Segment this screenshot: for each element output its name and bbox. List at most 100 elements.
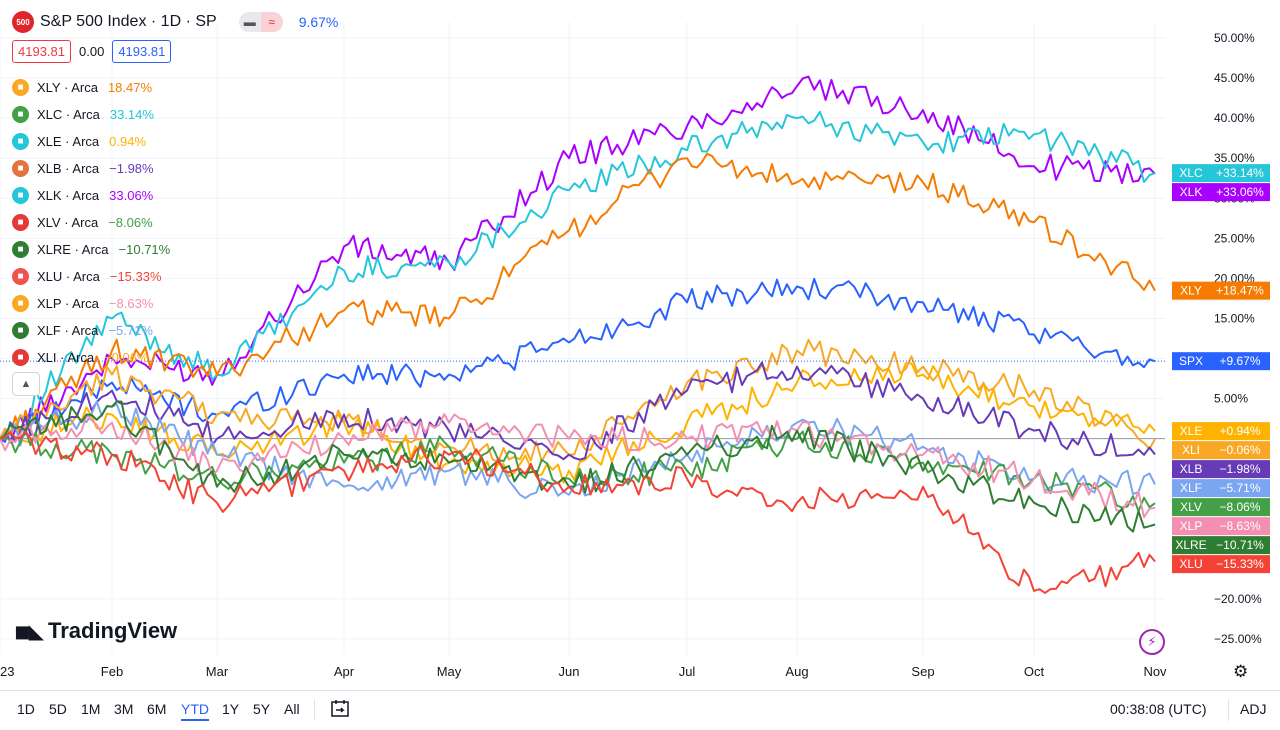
legend-value: 18.47%	[107, 80, 153, 95]
price-tag-symbol: XLC	[1179, 166, 1203, 180]
range-button-1m[interactable]: 1M	[81, 701, 101, 717]
x-tick-label: Nov	[1143, 664, 1167, 679]
tradingview-mark-icon: ◼◣	[14, 620, 44, 643]
x-tick-label: Feb	[101, 664, 123, 679]
approx-icon[interactable]: ≈	[260, 12, 283, 32]
legend-item-xlf[interactable]: ■ XLF · Arca −5.71%	[12, 317, 170, 344]
price-tag-value: +33.14%	[1216, 166, 1264, 180]
series-line-xly[interactable]	[0, 152, 1156, 440]
sell-price[interactable]: 4193.81	[12, 40, 71, 63]
legend-item-xlu[interactable]: ■ XLU · Arca −15.33%	[12, 263, 170, 290]
x-tick-label: Sep	[911, 664, 934, 679]
xle-logo-icon: ■	[12, 133, 29, 150]
legend-item-xlb[interactable]: ■ XLB · Arca −1.98%	[12, 155, 170, 182]
legend-value: 33.06%	[109, 188, 154, 203]
price-tag-symbol: XLB	[1180, 462, 1203, 476]
price-tag-value: −10.71%	[1216, 538, 1264, 552]
range-button-6m[interactable]: 6M	[147, 701, 167, 717]
lightning-icon[interactable]: ⚡	[1139, 629, 1165, 655]
series-line-xlk[interactable]	[0, 75, 1156, 444]
range-button-all[interactable]: All	[284, 701, 300, 717]
legend-symbol: XLU · Arca	[37, 269, 100, 284]
calendar-range-icon[interactable]	[330, 698, 350, 718]
legend-item-xlc[interactable]: ■ XLC · Arca 33.14%	[12, 101, 170, 128]
x-tick-label: Jul	[679, 664, 696, 679]
legend-item-xly[interactable]: ■ XLY · Arca 18.47%	[12, 74, 170, 101]
xlp-logo-icon: ■	[12, 295, 29, 312]
legend-symbol: XLRE · Arca	[37, 242, 109, 257]
price-tag-xlv: XLV −8.06%	[1172, 498, 1270, 517]
price-tag-symbol: XLE	[1180, 424, 1203, 438]
series-line-xlp[interactable]	[0, 413, 1156, 519]
series-line-xlc[interactable]	[0, 110, 1156, 440]
legend-item-xlre[interactable]: ■ XLRE · Arca −10.71%	[12, 236, 170, 263]
range-button-1y[interactable]: 1Y	[222, 701, 240, 717]
symbol-change: 9.67%	[298, 14, 339, 30]
price-tag-xlf: XLF −5.71%	[1172, 479, 1270, 498]
xlk-logo-icon: ■	[12, 187, 29, 204]
legend-symbol: XLY · Arca	[37, 80, 98, 95]
series-line-spx[interactable]	[0, 277, 1156, 443]
spread-value: 0.00	[79, 44, 105, 59]
bottom-toolbar: 1D 5D 1M 3M 6M YTD 1Y 5Y All 00:38:08 (UTC) ADJ	[0, 690, 1280, 730]
legend-symbol: XLP · Arca	[37, 296, 99, 311]
y-tick-label: 35.00%	[1214, 151, 1255, 165]
price-tag-xlb: XLB −1.98%	[1172, 460, 1270, 479]
price-tag-symbol: XLY	[1180, 284, 1202, 298]
price-tag-symbol: XLF	[1180, 481, 1202, 495]
x-tick-label: Apr	[334, 664, 355, 679]
range-button-5d[interactable]: 5D	[49, 701, 67, 717]
tradingview-logo[interactable]: ◼◣ TradingView	[14, 618, 177, 644]
xlb-logo-icon: ■	[12, 160, 29, 177]
series-line-xlf[interactable]	[0, 400, 1156, 500]
price-tag-xlre: XLRE −10.71%	[1172, 536, 1270, 555]
collapse-legend-button[interactable]: ▲	[12, 372, 40, 396]
legend-symbol: XLC · Arca	[37, 107, 100, 122]
series-line-xlu[interactable]	[0, 430, 1156, 594]
utc-clock[interactable]: 00:38:08 (UTC)	[1110, 701, 1207, 717]
y-tick-label: −25.00%	[1214, 632, 1262, 646]
range-button-1d[interactable]: 1D	[17, 701, 35, 717]
legend-item-xli[interactable]: ■ XLI · Arca −0.06%	[12, 344, 170, 371]
price-boxes: 4193.81 0.00 4193.81	[12, 40, 172, 63]
range-button-3m[interactable]: 3M	[114, 701, 134, 717]
xlc-logo-icon: ■	[12, 106, 29, 123]
adj-toggle[interactable]: ADJ	[1240, 701, 1267, 717]
minus-icon[interactable]: ▬	[238, 12, 261, 32]
xli-logo-icon: ■	[12, 349, 29, 366]
range-button-5y[interactable]: 5Y	[253, 701, 271, 717]
legend-value: −15.33%	[109, 269, 162, 284]
xly-logo-icon: ■	[12, 79, 29, 96]
price-tag-value: −1.98%	[1219, 462, 1260, 476]
xlv-logo-icon: ■	[12, 214, 29, 231]
price-tag-symbol: XLK	[1180, 185, 1203, 199]
price-tag-symbol: XLP	[1180, 519, 1203, 533]
legend-symbol: XLF · Arca	[37, 323, 99, 338]
buy-price[interactable]: 4193.81	[112, 40, 172, 63]
series-line-xle[interactable]	[0, 362, 1156, 484]
legend-item-xlv[interactable]: ■ XLV · Arca −8.06%	[12, 209, 170, 236]
legend-item-xle[interactable]: ■ XLE · Arca 0.94%	[12, 128, 170, 155]
compare-mode-toggle[interactable]: ▬ ≈	[238, 12, 283, 32]
gear-icon[interactable]: ⚙	[1233, 662, 1249, 681]
legend-item-xlp[interactable]: ■ XLP · Arca −8.63%	[12, 290, 170, 317]
range-button-ytd[interactable]: YTD	[181, 701, 209, 721]
xlu-logo-icon: ■	[12, 268, 29, 285]
chart-header: 500 S&P 500 Index · 1D · SP ▬ ≈ 9.67%	[12, 10, 338, 34]
price-tag-xlu: XLU −15.33%	[1172, 555, 1270, 574]
tradingview-wordmark: TradingView	[47, 618, 178, 643]
y-tick-label: 50.00%	[1214, 31, 1255, 45]
price-tag-symbol: XLV	[1180, 500, 1202, 514]
symbol-title[interactable]: S&P 500 Index · 1D · SP	[40, 13, 217, 30]
price-tag-value: −8.06%	[1219, 500, 1260, 514]
y-tick-label: 40.00%	[1214, 111, 1255, 125]
legend-value: 0.94%	[109, 134, 147, 149]
y-tick-label: 15.00%	[1214, 311, 1255, 325]
price-tag-value: −5.71%	[1219, 481, 1260, 495]
y-tick-label: 25.00%	[1214, 231, 1255, 245]
legend-item-xlk[interactable]: ■ XLK · Arca 33.06%	[12, 182, 170, 209]
series-line-xlb[interactable]	[0, 361, 1156, 461]
y-tick-label: −20.00%	[1214, 592, 1262, 606]
x-tick-label: 23	[0, 664, 14, 679]
